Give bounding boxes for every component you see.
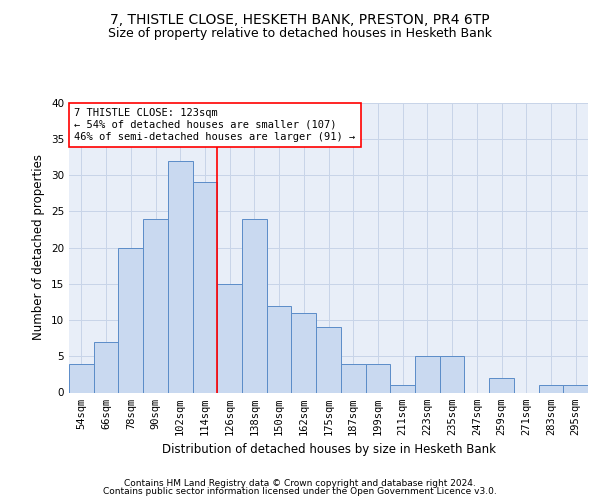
Bar xyxy=(341,364,365,392)
Bar xyxy=(94,342,118,392)
Bar xyxy=(440,356,464,393)
Bar xyxy=(390,385,415,392)
Text: Size of property relative to detached houses in Hesketh Bank: Size of property relative to detached ho… xyxy=(108,28,492,40)
Bar xyxy=(267,306,292,392)
Bar xyxy=(242,218,267,392)
Bar xyxy=(316,327,341,392)
Bar xyxy=(563,385,588,392)
Y-axis label: Number of detached properties: Number of detached properties xyxy=(32,154,46,340)
Bar xyxy=(143,218,168,392)
Bar xyxy=(193,182,217,392)
Bar xyxy=(217,284,242,393)
Bar xyxy=(118,248,143,392)
Text: 7 THISTLE CLOSE: 123sqm
← 54% of detached houses are smaller (107)
46% of semi-d: 7 THISTLE CLOSE: 123sqm ← 54% of detache… xyxy=(74,108,355,142)
Bar xyxy=(539,385,563,392)
Bar xyxy=(489,378,514,392)
Text: Contains HM Land Registry data © Crown copyright and database right 2024.: Contains HM Land Registry data © Crown c… xyxy=(124,478,476,488)
Text: Contains public sector information licensed under the Open Government Licence v3: Contains public sector information licen… xyxy=(103,487,497,496)
Bar xyxy=(365,364,390,392)
Bar xyxy=(415,356,440,393)
Text: 7, THISTLE CLOSE, HESKETH BANK, PRESTON, PR4 6TP: 7, THISTLE CLOSE, HESKETH BANK, PRESTON,… xyxy=(110,12,490,26)
Bar xyxy=(292,313,316,392)
Bar xyxy=(168,160,193,392)
Bar xyxy=(69,364,94,392)
X-axis label: Distribution of detached houses by size in Hesketh Bank: Distribution of detached houses by size … xyxy=(161,443,496,456)
